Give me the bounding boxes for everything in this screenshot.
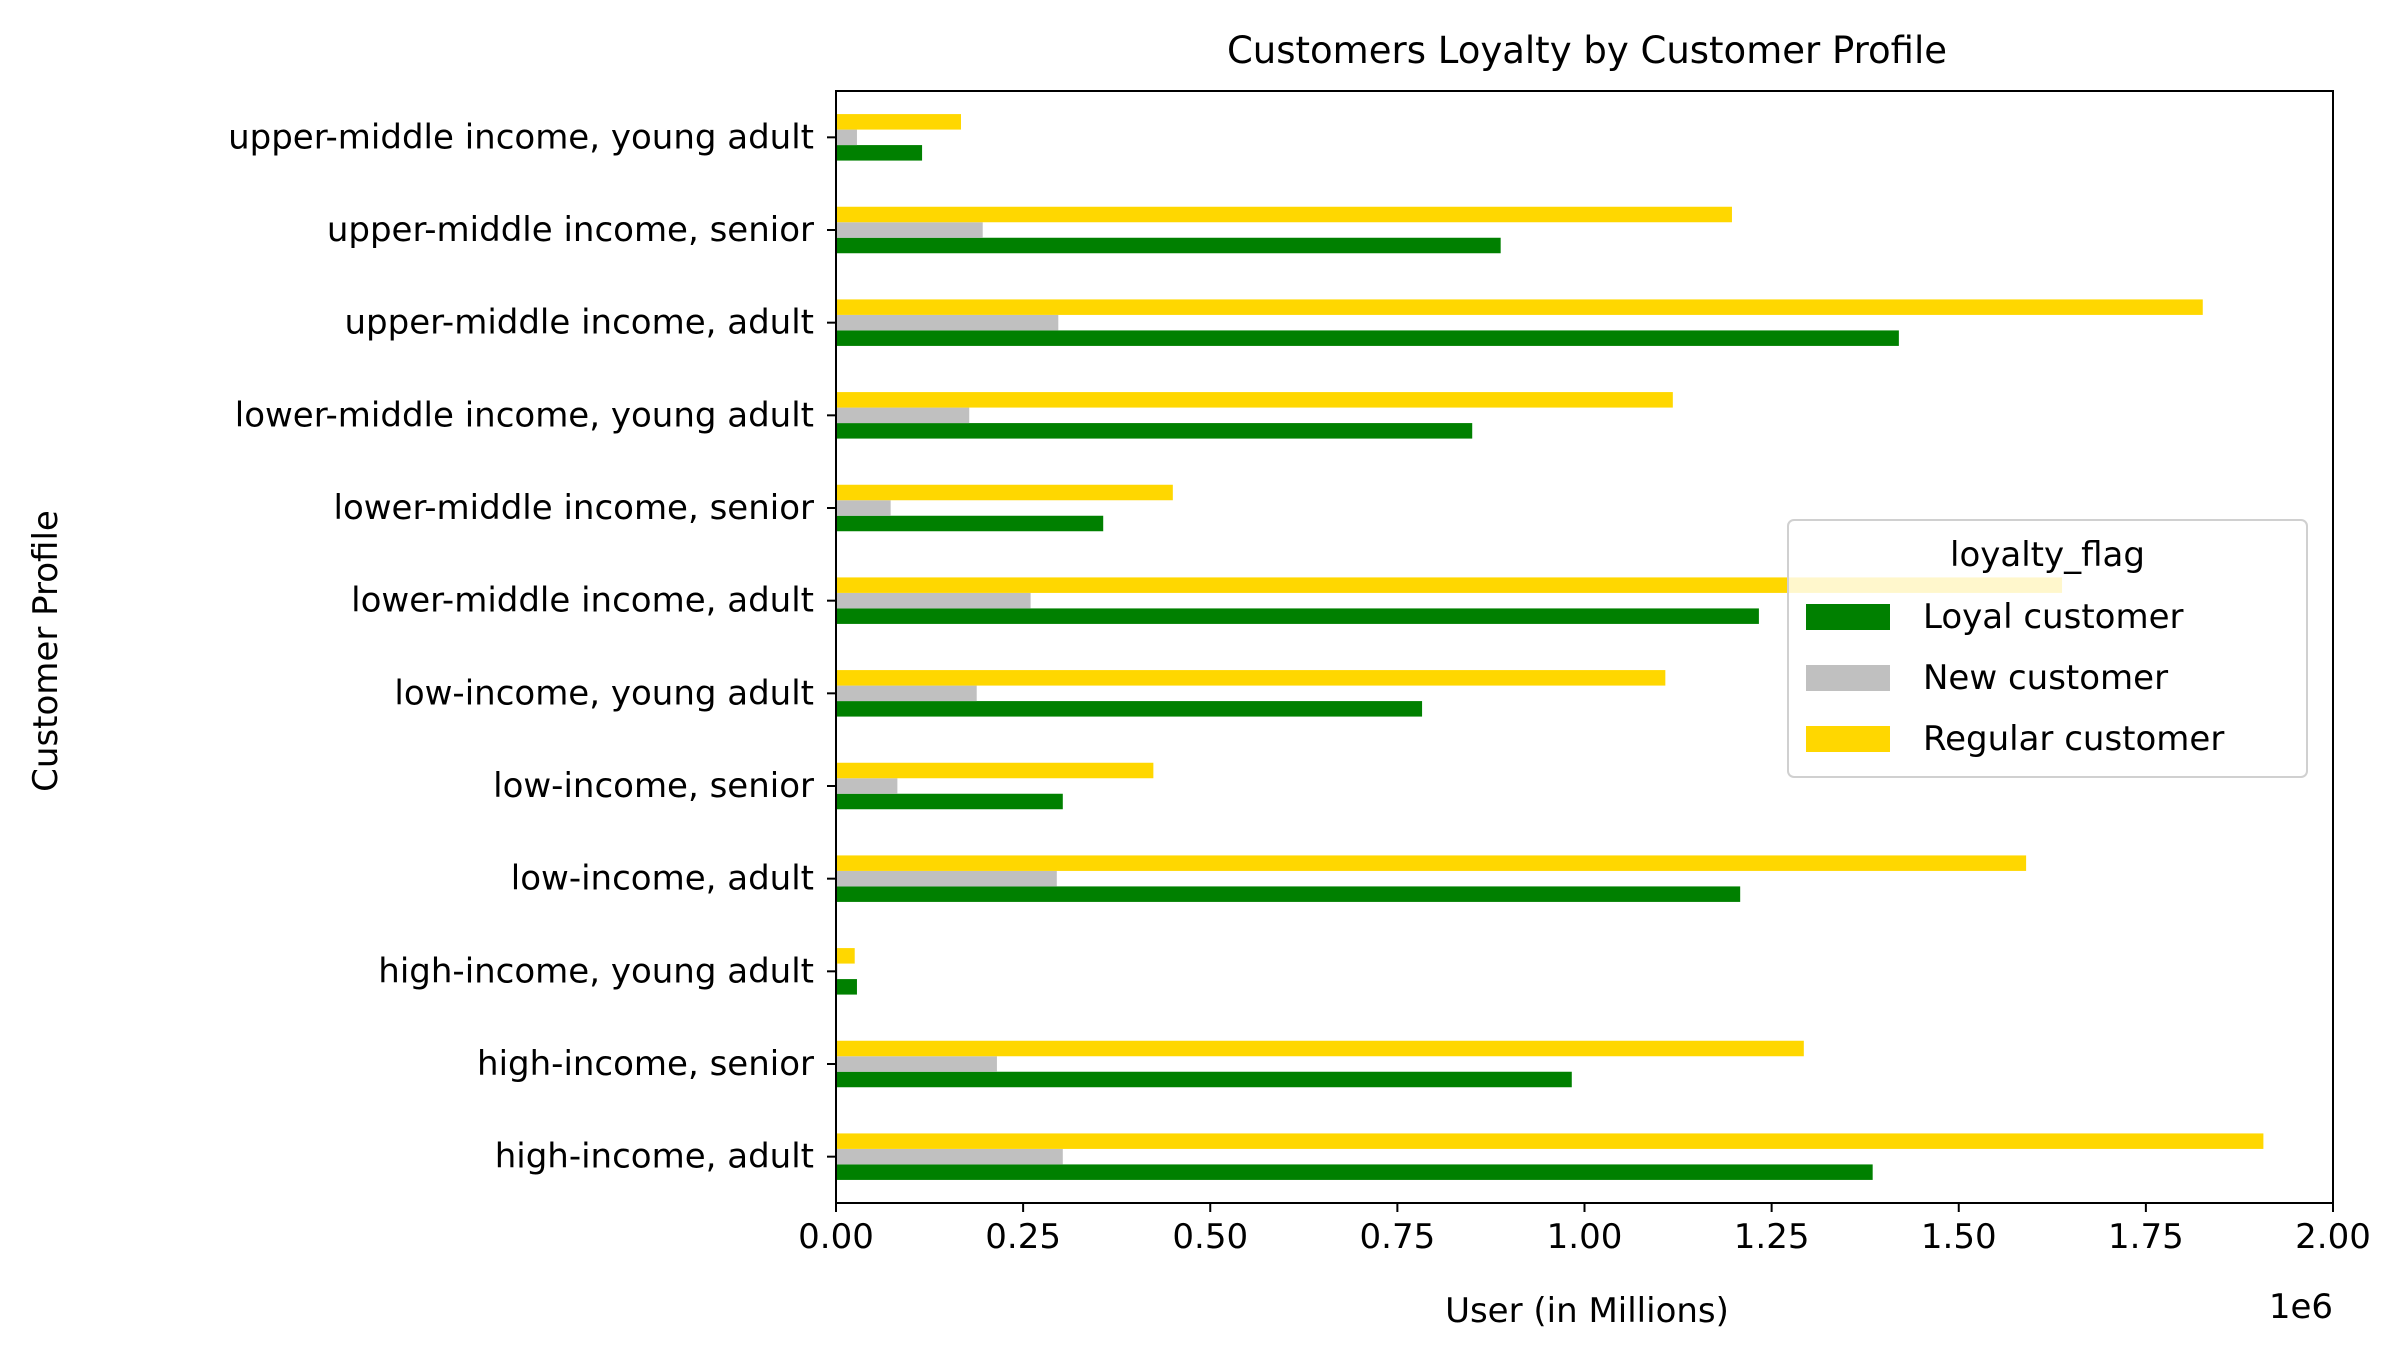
bar-regular-customer xyxy=(836,577,2063,593)
y-tick-label: lower-middle income, adult xyxy=(351,581,814,621)
bar-regular-customer xyxy=(836,206,1732,223)
y-tick-label: high-income, adult xyxy=(495,1137,814,1177)
bar-regular-customer xyxy=(836,948,855,964)
y-tick-label: upper-middle income, young adult xyxy=(228,117,814,157)
bar-loyal-customer xyxy=(836,237,1501,254)
bar-regular-customer xyxy=(836,484,1173,501)
y-tick-label: low-income, young adult xyxy=(394,673,814,713)
y-tick-label: low-income, senior xyxy=(493,766,814,806)
legend-title: loyalty_flag xyxy=(1950,535,2145,575)
bar-new-customer xyxy=(836,778,898,794)
x-tick-label: 0.75 xyxy=(1360,1217,1436,1257)
bar-regular-customer xyxy=(836,299,2203,315)
y-axis-label: Customer Profile xyxy=(26,510,66,792)
legend-entry-label: Loyal customer xyxy=(1923,597,2183,637)
bar-new-customer xyxy=(836,1056,997,1072)
y-tick-label: lower-middle income, young adult xyxy=(235,395,814,435)
x-tick-label: 0.50 xyxy=(1172,1217,1248,1257)
y-tick-label: low-income, adult xyxy=(511,859,814,899)
plot-frame xyxy=(835,90,2334,1204)
y-tick-label: high-income, senior xyxy=(477,1044,814,1084)
bar-new-customer xyxy=(836,685,977,702)
bar-new-customer xyxy=(836,500,891,516)
bar-new-customer xyxy=(836,314,1059,331)
x-tick-label: 0.25 xyxy=(985,1217,1061,1257)
legend-box xyxy=(1787,519,2308,778)
y-tick-label: upper-middle income, adult xyxy=(345,303,815,343)
bar-regular-customer xyxy=(836,670,1666,686)
bar-regular-customer xyxy=(836,1133,2264,1149)
y-tick-label: high-income, young adult xyxy=(378,951,814,991)
bar-regular-customer xyxy=(836,855,2027,871)
bar-loyal-customer xyxy=(836,515,1104,532)
bar-loyal-customer xyxy=(836,1164,1873,1180)
bar-regular-customer xyxy=(836,392,1673,408)
y-tick-label: upper-middle income, senior xyxy=(327,210,814,250)
y-tick-label: lower-middle income, senior xyxy=(334,488,815,528)
legend-entry-label: Regular customer xyxy=(1923,719,2224,759)
bar-new-customer xyxy=(836,407,970,424)
bar-new-customer xyxy=(836,1148,1063,1165)
legend-swatch xyxy=(1806,604,1890,630)
bar-regular-customer xyxy=(836,762,1154,779)
bar-loyal-customer xyxy=(836,701,1423,717)
bars-layer xyxy=(836,114,2264,1180)
bar-loyal-customer xyxy=(836,979,857,995)
chart-title: Customers Loyalty by Customer Profile xyxy=(1227,29,1947,72)
axes-layer: high-income, adult high-income, senior hig… xyxy=(228,90,2371,1257)
bar-new-customer xyxy=(836,870,1057,887)
bar-loyal-customer xyxy=(836,145,923,161)
bar-loyal-customer xyxy=(836,330,1899,346)
x-axis-label: User (in Millions) xyxy=(1445,1291,1729,1331)
bar-new-customer xyxy=(836,222,983,238)
x-tick-label: 1.50 xyxy=(1921,1217,1997,1257)
x-tick-label: 1.00 xyxy=(1547,1217,1623,1257)
x-tick-label: 1.75 xyxy=(2108,1217,2184,1257)
legend-swatch xyxy=(1806,665,1890,691)
legend-entry-label: New customer xyxy=(1923,658,2168,698)
x-axis-offset-label: 1e6 xyxy=(2269,1287,2333,1327)
bar-regular-customer xyxy=(836,114,961,130)
x-tick-label: 2.00 xyxy=(2295,1217,2371,1257)
bar-loyal-customer xyxy=(836,1071,1572,1088)
x-tick-label: 1.25 xyxy=(1734,1217,1810,1257)
bar-regular-customer xyxy=(836,1040,1804,1057)
bar-loyal-customer xyxy=(836,886,1741,902)
bar-loyal-customer xyxy=(836,423,1473,439)
bar-loyal-customer xyxy=(836,793,1063,810)
legend: loyalty_flag Loyal customer New customer Re… xyxy=(1787,519,2308,778)
legend-swatch xyxy=(1806,726,1890,752)
bar-new-customer xyxy=(836,592,1031,609)
x-tick-label: 0.00 xyxy=(798,1217,874,1257)
bar-new-customer xyxy=(836,129,857,146)
bar-loyal-customer xyxy=(836,608,1759,624)
